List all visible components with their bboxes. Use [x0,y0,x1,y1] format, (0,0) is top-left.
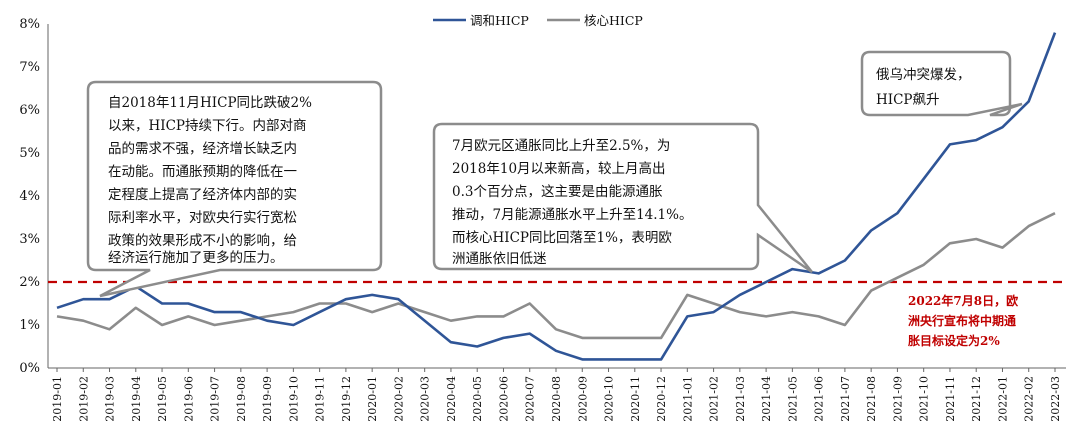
callout-2-line-2: 2018年10月以来新高，较上月高出 [452,160,666,177]
x-tick-label: 2019-11 [314,376,327,422]
callout-1-line-5: 定程度上提高了经济体内部的实 [108,186,297,203]
target-note-line-3: 胀目标设定为2% [908,333,1000,348]
x-tick-label: 2019-07 [209,376,222,422]
series-lines [56,32,1057,361]
x-tick-label: 2019-03 [104,376,117,422]
x-tick-label: 2019-08 [235,376,248,422]
x-tick-label: 2021-07 [839,376,852,422]
y-tick-label: 5% [19,146,40,161]
y-tick-label: 7% [19,60,40,75]
x-tick-label: 2019-10 [287,376,300,422]
y-tick-label: 2% [19,275,40,290]
y-axis-ticks: 0% 1% 2% 3% 4% 5% 6% 7% 8% [19,17,40,376]
x-tick-label: 2021-05 [786,376,799,422]
x-tick-label: 2020-04 [445,376,458,422]
legend-label-core: 核心HICP [584,13,643,28]
callout-1-line-3: 品的需求不强，经济增长缺乏内 [108,141,297,157]
x-tick-label: 2021-11 [944,376,957,422]
y-tick-label: 0% [19,361,40,376]
callout-1-line-4: 在动能。而通胀预期的降低在一 [108,164,297,180]
x-tick-label: 2020-06 [497,376,510,422]
callout-3-line-1: 俄乌冲突爆发， [876,67,971,83]
x-tick-label: 2021-04 [760,376,773,422]
callout-box-2: 7月欧元区通胀同比上升至2.5%，为 2018年10月以来新高，较上月高出 0.… [432,122,813,274]
x-tick-label: 2019-06 [182,376,195,422]
x-tick-label: 2021-08 [865,376,878,422]
callout-2-line-5: 而核心HICP同比回落至1%，表明欧 [452,230,672,246]
target-note: 2022年7月8日，欧 洲央行宣布将中期通 胀目标设定为2% [908,293,1018,348]
x-tick-label: 2020-10 [603,376,616,422]
target-note-line-2: 洲央行宣布将中期通 [908,313,1016,328]
callout-3-line-2: HICP飙升 [876,92,940,108]
x-tick-label: 2021-10 [918,376,931,422]
callout-2-line-1: 7月欧元区通胀同比上升至2.5%，为 [452,138,670,154]
y-tick-label: 1% [19,318,40,333]
callout-1-line-2: 以来，HICP持续下行。内部对商 [108,118,307,134]
callout-1-line-1: 自2018年11月HICP同比跌破2% [108,95,312,111]
x-tick-label: 2019-12 [340,376,353,422]
x-tick-label: 2020-08 [550,376,563,422]
x-tick-label: 2019-02 [77,376,90,422]
x-tick-label: 2022-01 [996,376,1009,422]
series-line-harmonized-hicp [56,32,1057,361]
callout-2-line-6: 洲通胀依旧低迷 [452,251,547,267]
callout-box-1: 自2018年11月HICP同比跌破2% 以来，HICP持续下行。内部对商 品的需… [86,80,383,298]
callout-1-line-6: 际利率水平，对欧央行实行宽松 [108,209,297,226]
x-tick-label: 2021-06 [813,376,826,422]
x-tick-label: 2019-04 [130,376,143,422]
x-tick-label: 2020-11 [629,376,642,422]
legend-label-harmonized: 调和HICP [470,13,529,28]
callout-2-line-3: 0.3个百分点，这主要是由能源通胀 [452,183,663,200]
x-tick-label: 2022-02 [1023,376,1036,422]
x-tick-label: 2019-01 [51,376,64,422]
x-axis-ticks: 2019-01 2019-02 2019-03 2019-04 2019-05 2019-… [51,368,1062,422]
x-tick-label: 2020-09 [576,376,589,422]
y-tick-label: 6% [19,103,40,118]
legend: 调和HICP 核心HICP [433,13,643,28]
y-tick-label: 8% [19,17,40,32]
x-tick-label: 2020-05 [471,376,484,422]
x-tick-label: 2021-01 [681,376,694,422]
x-tick-label: 2020-12 [655,376,668,422]
x-tick-label: 2021-02 [708,376,721,422]
target-note-line-1: 2022年7月8日，欧 [908,293,1018,308]
x-tick-label: 2021-03 [734,376,747,422]
x-tick-label: 2020-01 [366,376,379,422]
series-line-core-hicp [56,212,1056,340]
y-tick-label: 4% [19,189,40,204]
x-tick-label: 2021-09 [891,376,904,422]
callout-2-line-4: 推动，7月能源通胀水平上升至14.1%。 [452,207,692,223]
callout-box-3: 俄乌冲突爆发， HICP飙升 [860,50,1023,117]
x-tick-label: 2019-05 [156,376,169,422]
x-tick-label: 2021-12 [970,376,983,422]
x-tick-label: 2020-07 [524,376,537,422]
callout-1-line-7: 政策的效果形成不小的影响，给 [108,232,297,249]
x-tick-label: 2022-03 [1049,376,1062,422]
x-tick-label: 2020-03 [419,376,432,422]
callout-1-line-8: 经济运行施加了更多的压力。 [108,249,284,266]
y-tick-label: 3% [19,232,40,247]
x-tick-label: 2020-02 [392,376,405,422]
x-tick-label: 2019-09 [261,376,274,422]
